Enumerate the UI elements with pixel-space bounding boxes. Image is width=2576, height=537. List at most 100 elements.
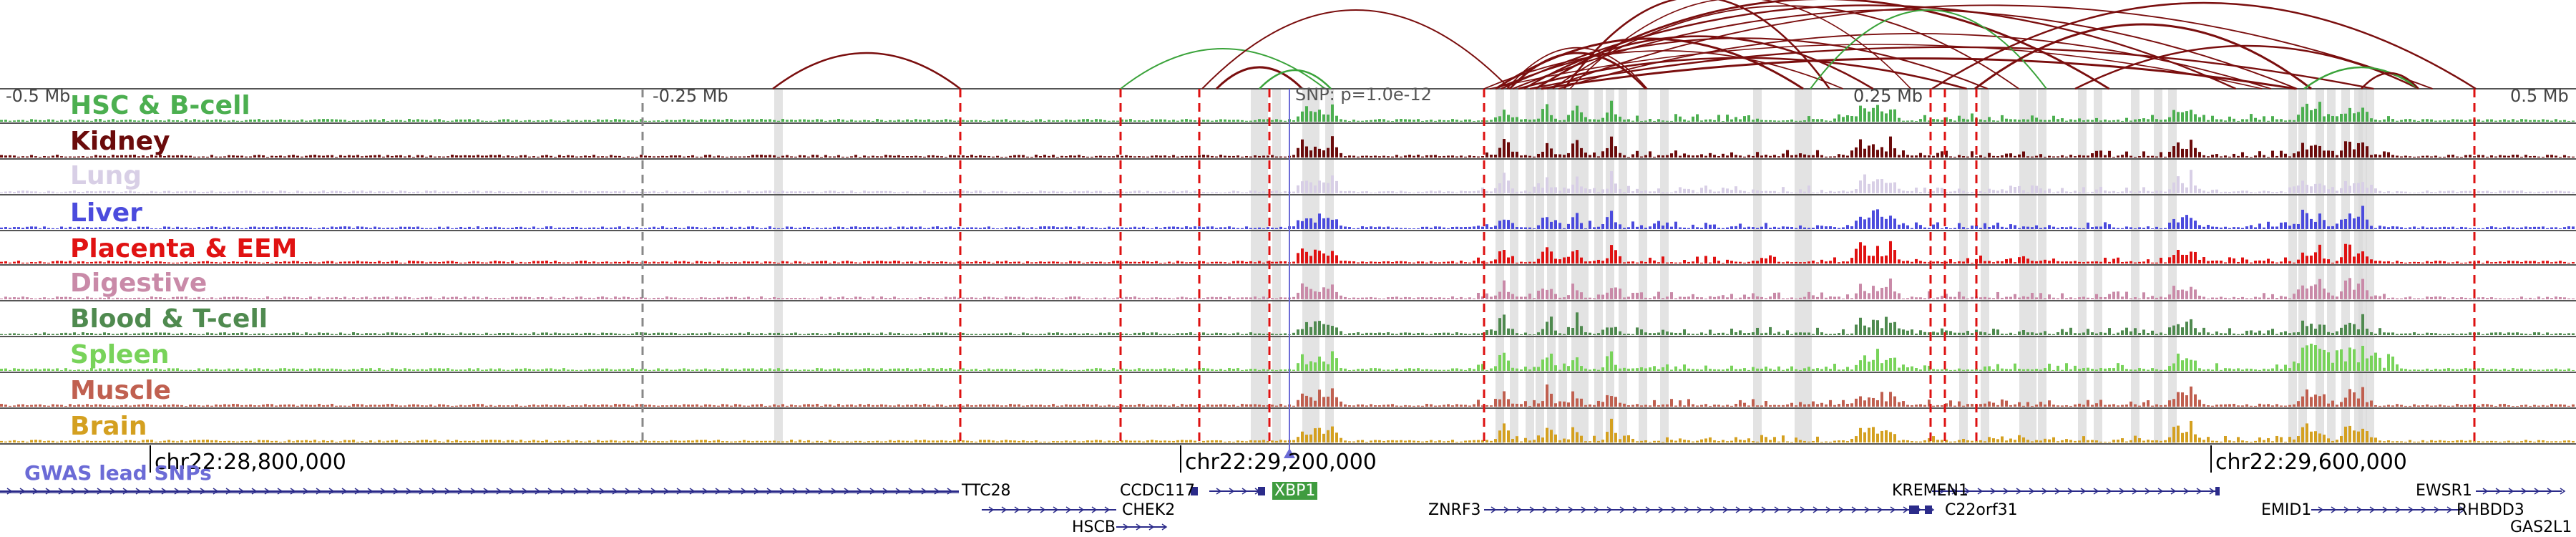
signal-peak <box>2293 120 2296 122</box>
signal-peak <box>987 261 990 263</box>
signal-peak <box>511 156 514 158</box>
signal-peak <box>1786 191 1789 193</box>
signal-peak <box>2469 368 2472 371</box>
signal-peak <box>1498 183 1501 193</box>
signal-peak <box>1284 261 1287 263</box>
signal-peak <box>2336 155 2338 158</box>
signal-peak <box>52 404 54 407</box>
signal-peak <box>1421 156 1424 158</box>
signal-peak <box>2572 192 2575 193</box>
signal-peak <box>301 156 303 158</box>
signal-peak <box>472 333 475 335</box>
signal-peak <box>1911 155 1913 158</box>
signal-peak <box>2052 226 2055 229</box>
signal-peak <box>1086 190 1089 193</box>
signal-peak <box>790 333 793 335</box>
signal-peak <box>2443 156 2446 158</box>
signal-peak <box>90 191 93 193</box>
signal-peak <box>1331 136 1334 158</box>
signal-peak <box>485 405 488 407</box>
signal-peak <box>1035 334 1038 335</box>
signal-peak <box>64 405 67 407</box>
signal-peak <box>1898 293 1901 299</box>
signal-peak <box>2078 192 2081 193</box>
signal-peak <box>21 190 24 193</box>
signal-peak <box>2477 155 2480 158</box>
signal-peak <box>339 298 342 299</box>
signal-peak <box>1915 258 1918 263</box>
signal-peak <box>683 191 686 193</box>
signal-peak <box>425 190 428 193</box>
signal-peak <box>386 296 389 299</box>
signal-peak <box>2331 295 2334 299</box>
signal-peak <box>1816 225 1819 229</box>
signal-peak <box>734 369 737 371</box>
signal-peak <box>326 119 329 122</box>
signal-peak <box>1318 180 1321 193</box>
signal-peak <box>1267 119 1269 122</box>
signal-peak <box>2280 332 2283 335</box>
signal-peak <box>305 227 308 229</box>
signal-peak <box>382 191 385 193</box>
signal-peak <box>1378 332 1381 335</box>
signal-peak <box>640 296 643 299</box>
signal-peak <box>696 156 698 158</box>
signal-peak <box>1318 251 1321 263</box>
signal-peak <box>2155 190 2158 193</box>
signal-peak <box>2344 113 2347 122</box>
signal-peak <box>511 296 514 299</box>
signal-peak <box>1052 155 1055 158</box>
signal-peak <box>1683 296 1686 299</box>
signal-peak <box>155 297 157 299</box>
signal-peak <box>1730 261 1733 263</box>
signal-peak <box>1181 333 1184 335</box>
signal-peak <box>1979 228 1982 229</box>
signal-peak <box>2482 155 2484 158</box>
signal-peak <box>185 261 187 263</box>
signal-peak <box>704 155 707 158</box>
highlight-band <box>1526 89 1534 444</box>
signal-peak <box>322 227 325 229</box>
signal-peak <box>47 334 50 335</box>
signal-peak <box>2177 222 2180 229</box>
signal-peak <box>580 156 582 158</box>
signal-peak <box>1687 296 1690 299</box>
signal-peak <box>906 119 909 122</box>
signal-peak <box>670 297 673 299</box>
signal-peak <box>811 155 814 158</box>
signal-peak <box>1593 298 1596 299</box>
signal-peak <box>2499 155 2502 158</box>
signal-peak <box>472 404 475 407</box>
signal-peak <box>2181 254 2184 263</box>
signal-peak <box>1138 227 1141 229</box>
signal-peak <box>1215 332 1218 335</box>
signal-peak <box>524 155 527 158</box>
signal-peak <box>2254 369 2257 371</box>
signal-peak <box>489 120 492 122</box>
signal-peak <box>2202 257 2205 263</box>
signal-peak <box>1245 261 1248 263</box>
signal-peak <box>1503 173 1506 193</box>
signal-peak <box>1121 227 1123 229</box>
signal-peak <box>133 191 136 193</box>
signal-peak <box>1494 330 1497 335</box>
signal-peak <box>1232 369 1235 371</box>
signal-peak <box>2121 191 2124 193</box>
signal-peak <box>756 227 758 229</box>
signal-peak <box>1146 228 1149 229</box>
signal-peak <box>601 261 604 263</box>
signal-peak <box>2168 257 2171 263</box>
signal-peak <box>949 191 952 193</box>
signal-peak <box>253 405 256 407</box>
signal-peak <box>1692 294 1694 299</box>
signal-peak <box>571 120 574 122</box>
signal-peak <box>1254 369 1257 371</box>
signal-peak <box>1962 227 1965 229</box>
signal-peak <box>1662 226 1664 229</box>
signal-peak <box>335 119 338 122</box>
signal-peak <box>790 120 793 122</box>
signal-peak <box>940 228 943 229</box>
signal-peak <box>1275 261 1278 263</box>
signal-peak <box>2181 327 2184 335</box>
signal-peak <box>1726 155 1729 158</box>
